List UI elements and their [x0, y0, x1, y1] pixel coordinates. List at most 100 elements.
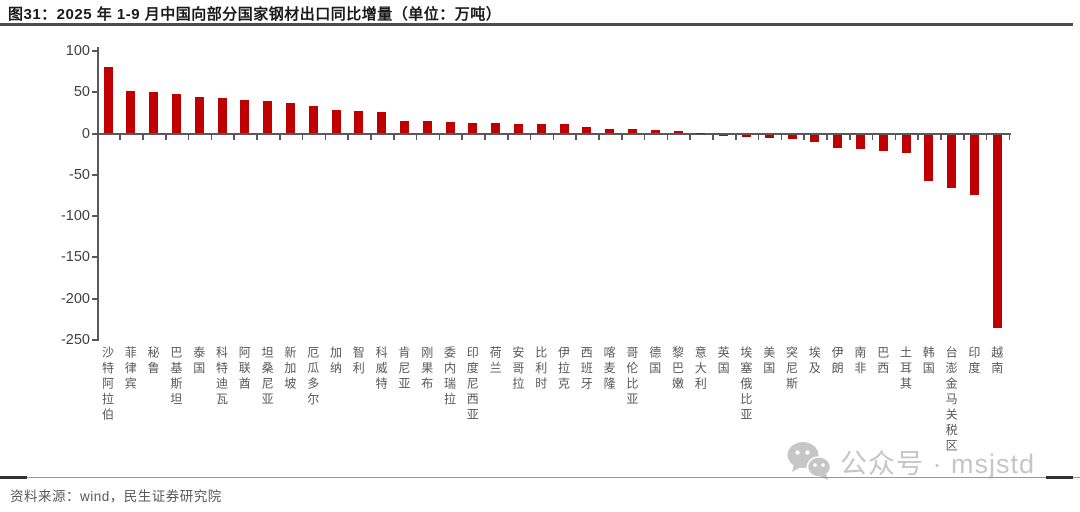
x-axis-tick	[529, 135, 532, 140]
y-axis-tick	[92, 256, 98, 259]
x-axis-tick	[165, 135, 167, 140]
x-axis-tick	[575, 135, 577, 140]
x-axis-tick	[735, 135, 737, 140]
x-axis-label: 阿联酋	[237, 346, 252, 393]
x-axis-tick	[187, 135, 190, 140]
bar-埃塞俄比亚	[741, 134, 751, 137]
x-axis-label: 伊朗	[830, 346, 845, 377]
bar-巴西	[878, 134, 888, 152]
x-axis-label: 加纳	[328, 346, 343, 377]
y-axis-tick-label: -250	[60, 332, 90, 348]
x-axis-label: 比利时	[533, 346, 548, 393]
bar-印度	[969, 134, 979, 195]
x-axis-tick	[689, 135, 691, 140]
bar-新加坡	[285, 102, 295, 134]
bar-伊拉克	[559, 123, 569, 134]
x-axis-tick	[621, 135, 623, 140]
bar-突尼斯	[787, 134, 797, 140]
x-axis-tick	[963, 135, 965, 140]
x-axis-label: 刚果布	[419, 346, 434, 393]
y-axis-tick-label: -150	[60, 249, 90, 266]
bar-加纳	[331, 109, 341, 134]
x-axis-label: 哥伦比亚	[624, 346, 639, 408]
bar-黎巴嫩	[673, 131, 683, 134]
bar-埃及	[810, 134, 820, 142]
x-axis-tick	[507, 135, 509, 140]
y-axis-tick	[92, 173, 98, 176]
x-axis-label: 越南	[989, 346, 1004, 377]
x-axis-tick	[552, 135, 555, 140]
x-axis-label: 埃及	[807, 346, 822, 377]
x-axis-label: 西班牙	[579, 346, 594, 393]
x-axis-tick	[393, 135, 395, 140]
bar-哥伦比亚	[627, 129, 637, 134]
x-axis-tick	[643, 135, 646, 140]
bar-智利	[354, 111, 364, 134]
bar-美国	[764, 134, 774, 138]
x-axis-tick	[871, 135, 874, 140]
bar-台澎金马关税区	[947, 134, 957, 189]
x-axis-label: 坦桑尼亚	[260, 346, 275, 408]
y-axis-tick-label: -200	[60, 290, 90, 307]
footer-divider	[0, 477, 1080, 478]
y-axis-tick	[92, 49, 98, 52]
x-axis-tick	[210, 135, 213, 140]
bar-肯尼亚	[399, 121, 409, 134]
x-axis-label: 喀麦隆	[602, 346, 617, 393]
x-axis-label: 印度	[966, 346, 981, 377]
x-axis-label: 泰国	[191, 346, 206, 377]
bar-比利时	[536, 123, 546, 134]
x-axis-label: 韩国	[921, 346, 936, 377]
y-axis-tick	[92, 132, 98, 135]
x-axis-tick	[256, 135, 258, 140]
x-axis-tick	[666, 135, 669, 140]
x-axis-tick	[119, 135, 121, 140]
x-axis-label: 巴西	[875, 346, 890, 377]
x-axis-label: 秘鲁	[146, 346, 161, 377]
x-axis-tick	[894, 135, 897, 140]
x-axis-label: 土耳其	[898, 346, 913, 393]
x-axis-tick	[917, 135, 919, 140]
y-axis-tick	[92, 339, 98, 341]
x-axis-tick	[461, 135, 463, 140]
x-axis-label: 南非	[852, 346, 867, 377]
y-axis-tick-label: 50	[73, 84, 90, 101]
x-axis-label: 安哥拉	[510, 346, 525, 393]
x-axis-label: 黎巴嫩	[670, 346, 685, 393]
chart-title: 图31：2025 年 1-9 月中国向部分国家钢材出口同比增量（单位：万吨）	[8, 6, 502, 23]
x-axis-label: 台澎金马关税区	[944, 346, 959, 455]
bar-喀麦隆	[605, 128, 615, 134]
y-axis-tick	[92, 297, 98, 300]
y-axis-tick-label: 100	[65, 42, 90, 59]
y-axis	[97, 47, 99, 341]
watermark-text: 公众号 · msjstd	[840, 448, 1036, 479]
bar-阿联酋	[240, 99, 250, 134]
x-axis-label: 突尼斯	[784, 346, 799, 393]
x-axis-tick	[233, 135, 235, 140]
bar-安哥拉	[513, 123, 523, 134]
x-axis-tick	[415, 135, 418, 140]
bar-菲律宾	[126, 91, 136, 134]
x-axis-label: 科特迪瓦	[214, 346, 229, 408]
bar-越南	[992, 134, 1002, 328]
x-axis-tick	[757, 135, 760, 140]
x-axis-label: 德国	[647, 346, 662, 377]
x-axis-label: 印度尼西亚	[465, 346, 480, 424]
x-axis-tick	[142, 135, 144, 140]
x-axis-tick	[985, 135, 988, 140]
x-axis-tick	[780, 135, 783, 140]
bar-委内瑞拉	[445, 121, 455, 134]
x-axis-label: 英国	[716, 346, 731, 377]
x-axis	[97, 133, 1011, 135]
bar-韩国	[924, 134, 934, 181]
y-axis-tick	[92, 215, 98, 218]
bar-科特迪瓦	[217, 97, 227, 134]
x-axis-label: 菲律宾	[123, 346, 138, 393]
bar-刚果布	[422, 121, 432, 134]
x-axis-tick	[712, 135, 714, 140]
x-axis-label: 科威特	[374, 346, 389, 393]
y-axis-tick-label: 0	[81, 125, 90, 142]
bar-德国	[650, 130, 660, 134]
y-axis-tick-label: -50	[69, 166, 90, 183]
